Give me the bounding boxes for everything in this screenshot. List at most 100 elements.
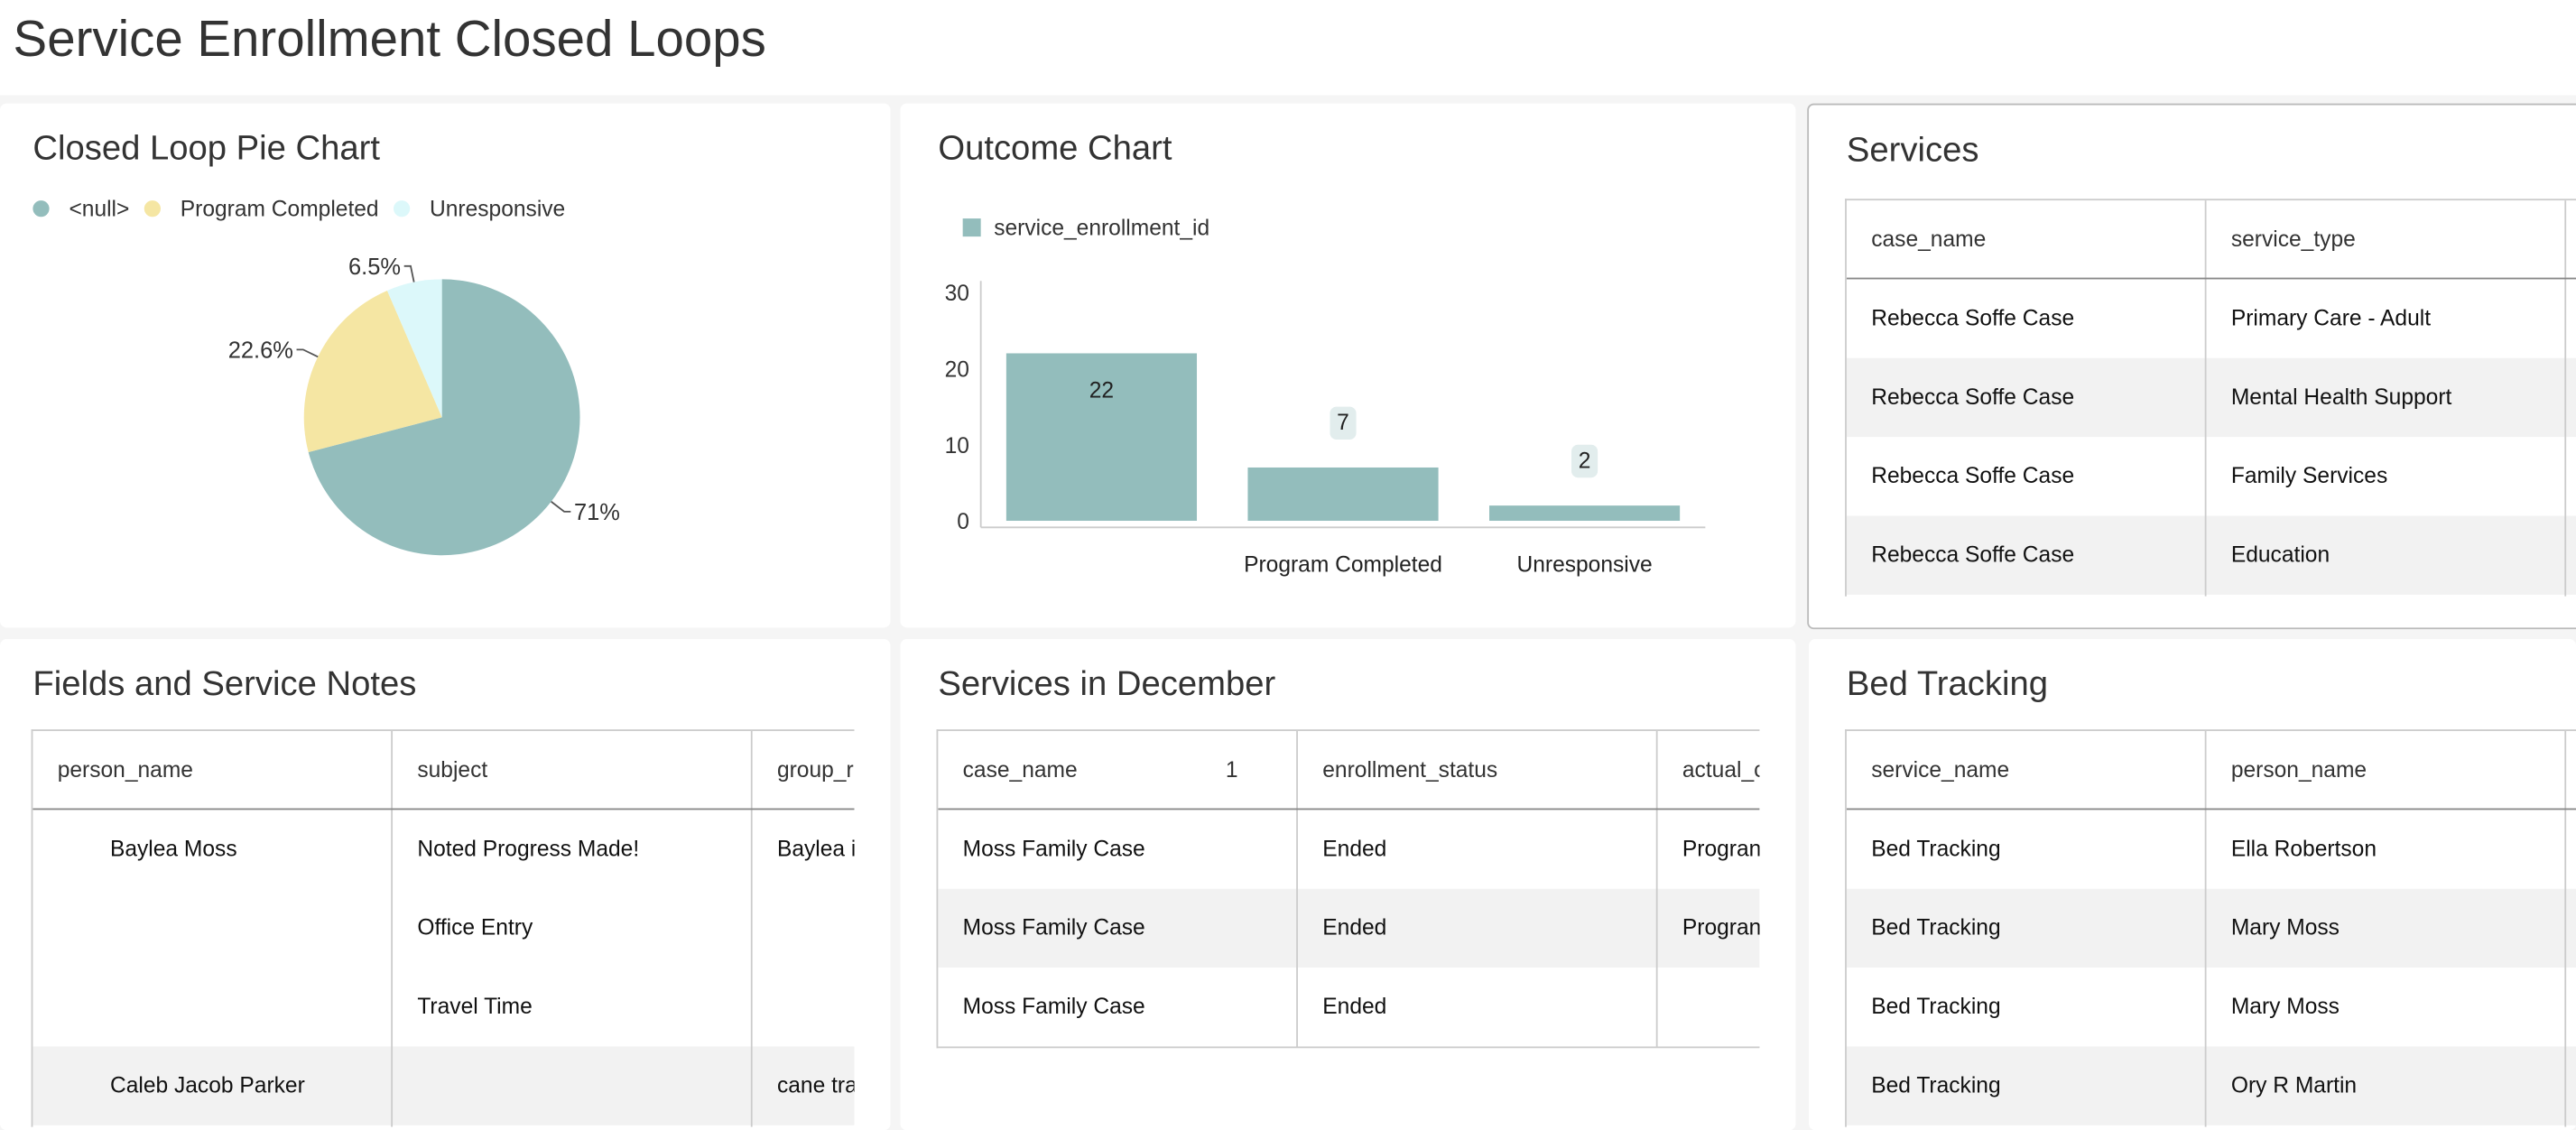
cell-text: Office Entry: [417, 914, 533, 940]
sort-rank: 1: [1225, 757, 1238, 783]
column-header[interactable]: case_name: [1847, 200, 2207, 279]
column-label: case_name: [962, 757, 1078, 783]
table-cell: Bed Tracking: [1847, 968, 2205, 1046]
header-border: [1846, 808, 2576, 810]
legend-swatch: [32, 200, 50, 218]
cell-text: Noted Progress Made!: [417, 836, 640, 861]
cell-text: Bed Tracking: [1871, 1072, 2001, 1098]
cell-text: Ended: [1322, 994, 1387, 1019]
header: Service Enrollment Closed Loops: [0, 0, 2576, 96]
cell-text: Family Services: [2230, 463, 2388, 488]
page-title: Service Enrollment Closed Loops: [13, 9, 766, 68]
column-divider: [1655, 730, 1658, 1047]
table-cell: Education: [2207, 516, 2565, 595]
column-header[interactable]: service_name: [1847, 731, 2207, 810]
table-cell: Office Entry: [393, 889, 751, 968]
bar-panel: Outcome Chart service_enrollment_id 0 10 20…: [900, 103, 1796, 628]
panel-title: Services: [1846, 131, 1979, 170]
column-label: group_r: [776, 757, 854, 783]
column-header[interactable]: enrollment_status: [1298, 731, 1658, 810]
cell-text: Primary Care - Adult: [2230, 305, 2432, 330]
cell-text: Moss Family Case: [962, 914, 1145, 940]
header-border: [32, 808, 855, 810]
data-label: 22.6%: [228, 338, 293, 363]
data-label: 2: [1579, 449, 1591, 473]
bar-chart: service_enrollment_id 0 10 20 30 22 Program Co…: [945, 216, 1706, 577]
table-panel: Fields and Service Notes person_name Bayl…: [0, 639, 891, 1130]
column-label: enrollment_status: [1322, 757, 1498, 783]
table-cell: Progran: [1658, 810, 1760, 888]
panel-title: Closed Loop Pie Chart: [32, 129, 381, 168]
table: person_name Baylea Moss Caleb Jacob Parker…: [31, 729, 855, 1127]
pie-panel: Closed Loop Pie Chart <null> Program Comp…: [0, 103, 891, 628]
y-tick-label: 30: [945, 282, 969, 306]
panel-title: Outcome Chart: [938, 129, 1172, 168]
table-cell: Progran: [1658, 889, 1760, 968]
cell-text: Baylea Moss: [109, 836, 237, 861]
panel-title: Services in December: [938, 665, 1276, 704]
cell-text: Rebecca Soffe Case: [1871, 463, 2075, 488]
bar: [1489, 505, 1681, 522]
table-cell: Rebecca Soffe Case: [1847, 358, 2205, 437]
cell-text: Travel Time: [417, 994, 533, 1019]
cell-text: Ended: [1322, 836, 1387, 861]
pie-slice: [308, 279, 580, 556]
table-cell: Bed Tracking: [1847, 889, 2205, 968]
table-cell: Bed Tracking: [1847, 1046, 2205, 1125]
table-cell: Mental Health Support: [2207, 358, 2565, 437]
row-bg: [1846, 357, 2576, 438]
legend-label: Program Completed: [181, 197, 379, 221]
table-cell: Ended: [1298, 968, 1656, 1046]
data-label-bg: [1330, 406, 1357, 440]
table-cell: Noted Progress Made!: [393, 810, 751, 888]
table-cell: Ella Robertson: [2207, 810, 2565, 888]
column-header[interactable]: person_name: [32, 731, 393, 810]
table-cell: Mary Moss: [2207, 889, 2565, 968]
pie-slice: [386, 279, 442, 418]
column-header[interactable]: actual_c: [1658, 731, 1760, 810]
table-cell: Baylea i: [753, 810, 855, 888]
table-cell: Ory R Martin: [2207, 1046, 2565, 1125]
legend-label: Unresponsive: [430, 197, 565, 221]
table-cell: Moss Family Case: [938, 968, 1296, 1046]
cell-text: Progran: [1682, 836, 1760, 861]
row-bg: [32, 1046, 855, 1125]
column-divider: [750, 730, 753, 1127]
column-divider: [2564, 200, 2567, 597]
column-header[interactable]: subject: [393, 731, 753, 810]
column-divider: [2204, 730, 2207, 1127]
table-cell: Rebecca Soffe Case: [1847, 279, 2205, 357]
cell-text: cane tra: [776, 1072, 855, 1098]
legend-label: service_enrollment_id: [994, 216, 1209, 240]
column-divider: [1296, 730, 1298, 1047]
x-tick-label: Unresponsive: [1516, 552, 1652, 577]
row-bg: [1846, 1046, 2576, 1125]
cell-text: Progran: [1682, 914, 1760, 940]
table-panel: Services case_name Rebecca Soffe Case Rebe…: [1807, 103, 2576, 630]
y-tick-label: 20: [945, 357, 969, 382]
table-cell: Ended: [1298, 810, 1656, 888]
leader-line: [296, 348, 319, 358]
row-bg: [1846, 515, 2576, 595]
cell-text: Mary Moss: [2230, 994, 2340, 1019]
row-bg: [1846, 888, 2576, 968]
x-tick-label: Program Completed: [1244, 552, 1442, 577]
table-cell: Primary Care - Adult: [2207, 279, 2565, 357]
cell-text: Ended: [1322, 914, 1387, 940]
table-panel: Bed Tracking service_name Bed Tracking Bed…: [1809, 639, 2576, 1130]
column-header[interactable]: group_r: [753, 731, 855, 810]
column-header[interactable]: case_name 1: [938, 731, 1298, 810]
cell-text: Mary Moss: [2230, 914, 2340, 940]
column-header[interactable]: service_type: [2207, 200, 2567, 279]
header-border: [938, 808, 1760, 810]
cell-text: Ory R Martin: [2230, 1072, 2358, 1098]
column-label: service_type: [2230, 227, 2356, 252]
cell-text: Baylea i: [776, 836, 855, 861]
column-divider: [2564, 730, 2567, 1127]
data-label: 22: [1089, 379, 1114, 403]
column-label: service_name: [1871, 757, 2010, 783]
table: service_name Bed Tracking Bed Tracking Bed …: [1845, 729, 2576, 1127]
column-header[interactable]: person_name: [2207, 731, 2567, 810]
data-label: 71%: [574, 500, 620, 525]
